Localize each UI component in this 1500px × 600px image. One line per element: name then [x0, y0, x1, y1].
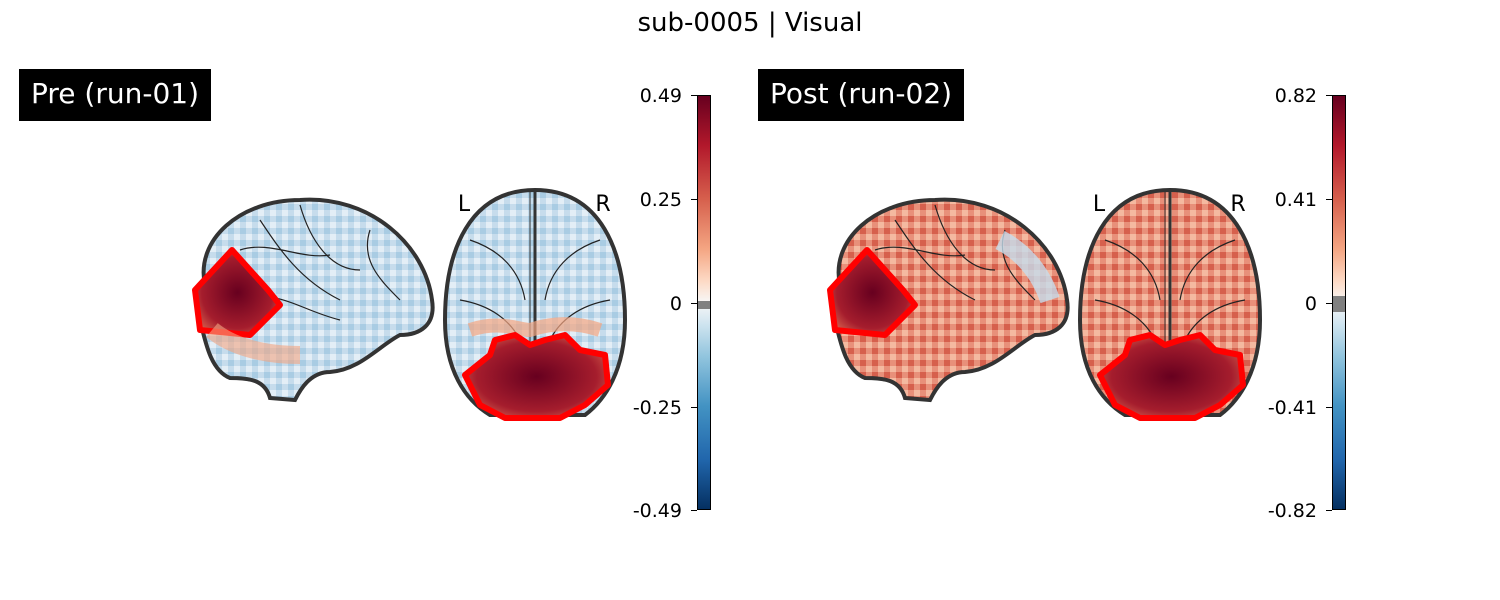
- orientation-left-label: L: [1093, 192, 1106, 217]
- colorbar-threshold-band: [698, 301, 710, 309]
- colorbar-tick-label: -0.41: [1267, 397, 1317, 419]
- colorbar-post: [1332, 95, 1346, 510]
- sagittal-view-pre: [192, 197, 435, 403]
- panel-label-post: Post (run-02): [758, 69, 965, 121]
- tickmark: [691, 303, 697, 304]
- tickmark: [1326, 199, 1332, 200]
- sagittal-view-post: [827, 197, 1070, 403]
- figure-title: sub-0005 | Visual: [637, 8, 863, 38]
- colorbar-tick-label: 0: [669, 293, 682, 315]
- panel-label-pre: Pre (run-01): [19, 69, 211, 121]
- glass-brain-pre: L R: [192, 187, 628, 421]
- colorbar-tick-label: 0: [1304, 293, 1317, 315]
- colorbar-tick-label: -0.49: [632, 500, 682, 522]
- colorbar-pre: [697, 95, 711, 510]
- colorbar-tick-label: 0.41: [1274, 189, 1317, 211]
- colorbar-threshold-band: [1333, 296, 1345, 312]
- orientation-left-label: L: [458, 192, 471, 217]
- orientation-right-label: R: [595, 192, 610, 217]
- panel-pre: L R Pre (run-01) 0.49 0.25 0 -0.25 -0.49: [0, 0, 740, 600]
- axial-view-post: [1077, 187, 1263, 421]
- colorbar-tick-label: 0.49: [639, 85, 682, 107]
- colorbar-tick-label: -0.25: [632, 397, 682, 419]
- tickmark: [691, 95, 697, 96]
- tickmark: [691, 407, 697, 408]
- tickmark: [1326, 510, 1332, 511]
- glass-brain-post: L R: [827, 187, 1263, 421]
- tickmark: [1326, 303, 1332, 304]
- axial-view-pre: [442, 187, 628, 421]
- colorbar-tick-label: 0.82: [1274, 85, 1317, 107]
- tickmark: [691, 199, 697, 200]
- tickmark: [691, 510, 697, 511]
- panel-post: L R Post (run-02) 0.82 0.41 0 -0.41 -0.8…: [740, 0, 1480, 600]
- tickmark: [1326, 407, 1332, 408]
- orientation-right-label: R: [1230, 192, 1245, 217]
- colorbar-tick-label: -0.82: [1267, 500, 1317, 522]
- tickmark: [1326, 95, 1332, 96]
- colorbar-tick-label: 0.25: [639, 189, 682, 211]
